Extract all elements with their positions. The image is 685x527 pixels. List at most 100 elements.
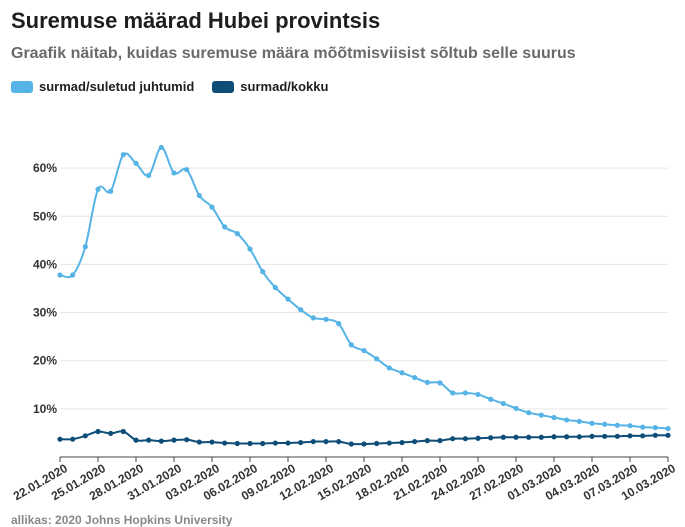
data-point-series-1	[146, 172, 152, 178]
legend-label-series1: surmad/suletud juhtumid	[39, 79, 195, 94]
data-point-series-2	[285, 440, 291, 446]
y-tick-label: 40%	[33, 257, 57, 271]
data-point-series-2	[158, 438, 164, 444]
data-point-series-1	[475, 391, 481, 398]
data-point-series-1	[158, 144, 164, 151]
source-note: allikas: 2020 Johns Hopkins University	[11, 513, 233, 527]
y-tick-label: 30%	[33, 306, 57, 320]
data-point-series-2	[526, 434, 532, 440]
chart-title: Suremuse määrad Hubei provintsis	[11, 8, 381, 33]
data-point-series-2	[260, 440, 266, 447]
data-point-series-1	[323, 316, 329, 322]
data-point-series-2	[538, 434, 544, 440]
data-point-series-1	[374, 356, 380, 362]
y-tick-label: 10%	[33, 402, 57, 416]
data-point-series-1	[652, 425, 658, 431]
legend-swatch-series2	[212, 80, 235, 93]
data-point-series-1	[500, 400, 506, 407]
chart-subtitle: Graafik näitab, kuidas suremuse määra mõ…	[11, 45, 576, 62]
data-point-series-1	[526, 410, 532, 416]
data-point-series-2	[627, 433, 633, 439]
data-point-series-1	[576, 418, 582, 424]
data-point-series-1	[538, 412, 544, 418]
data-point-series-2	[234, 440, 240, 447]
data-point-series-2	[488, 435, 494, 441]
data-point-series-1	[602, 421, 608, 427]
data-point-series-2	[146, 437, 152, 443]
data-point-series-2	[82, 433, 88, 439]
data-point-series-2	[298, 439, 304, 446]
data-point-series-2	[222, 440, 228, 446]
data-point-series-2	[95, 428, 101, 435]
legend-label-series2: surmad/kokku	[240, 79, 329, 94]
data-point-series-1	[564, 417, 570, 423]
data-point-series-1	[247, 246, 253, 252]
data-point-series-2	[576, 434, 582, 440]
legend: surmad/suletud juhtumid surmad/kokku	[11, 79, 328, 94]
data-point-series-1	[614, 422, 620, 428]
data-point-series-2	[323, 438, 329, 445]
data-point-series-2	[665, 432, 671, 438]
data-point-series-2	[437, 438, 443, 444]
data-point-series-2	[57, 436, 63, 442]
data-point-series-2	[424, 438, 430, 444]
data-point-series-2	[386, 440, 392, 446]
data-point-series-2	[475, 435, 481, 441]
data-point-series-2	[209, 439, 215, 445]
data-point-series-2	[361, 441, 367, 447]
data-point-series-2	[412, 438, 418, 445]
data-point-series-1	[298, 307, 304, 313]
data-point-series-2	[108, 430, 114, 437]
data-point-series-2	[500, 434, 506, 440]
data-point-series-1	[108, 188, 114, 194]
data-point-series-1	[310, 315, 316, 321]
data-point-series-1	[399, 370, 405, 376]
data-point-series-1	[640, 424, 646, 430]
data-point-series-2	[133, 437, 139, 443]
data-point-series-2	[272, 440, 278, 446]
data-point-series-1	[82, 244, 88, 250]
data-point-series-1	[462, 390, 468, 396]
data-point-series-1	[348, 342, 354, 348]
data-point-series-1	[336, 321, 342, 327]
data-point-series-1	[209, 204, 215, 210]
y-tick-label: 50%	[33, 209, 57, 223]
legend-item-series2[interactable]: surmad/kokku	[212, 79, 328, 94]
data-point-series-1	[272, 284, 278, 291]
data-point-series-1	[196, 192, 202, 199]
data-point-series-2	[184, 437, 190, 443]
data-point-series-1	[361, 348, 367, 354]
data-point-series-1	[412, 374, 418, 381]
legend-swatch-series1	[11, 80, 33, 93]
series-line-1	[59, 146, 669, 430]
data-point-series-2	[589, 433, 595, 439]
data-point-series-2	[310, 438, 316, 445]
data-point-series-2	[196, 439, 202, 445]
data-point-series-1	[450, 390, 456, 396]
data-point-series-1	[513, 405, 519, 411]
data-point-series-2	[120, 428, 126, 435]
data-point-series-1	[589, 420, 595, 426]
data-point-series-1	[285, 296, 291, 302]
y-tick-label: 20%	[33, 354, 57, 368]
data-point-series-2	[70, 436, 76, 442]
data-point-series-1	[120, 152, 126, 158]
data-point-series-2	[614, 433, 620, 439]
data-point-series-2	[247, 440, 253, 447]
data-point-series-2	[399, 439, 405, 446]
data-point-series-2	[348, 441, 354, 447]
data-point-series-2	[564, 434, 570, 440]
data-point-series-1	[70, 272, 76, 278]
data-point-series-1	[95, 186, 101, 192]
data-point-series-2	[450, 436, 456, 442]
data-point-series-1	[184, 166, 190, 173]
legend-item-series1[interactable]: surmad/suletud juhtumid	[11, 79, 194, 94]
data-point-series-1	[551, 414, 557, 421]
data-point-series-2	[462, 436, 468, 442]
data-point-series-1	[222, 224, 228, 230]
data-point-series-2	[551, 434, 557, 440]
data-point-series-1	[488, 396, 494, 402]
data-point-series-1	[437, 380, 443, 386]
data-point-series-1	[260, 269, 266, 275]
